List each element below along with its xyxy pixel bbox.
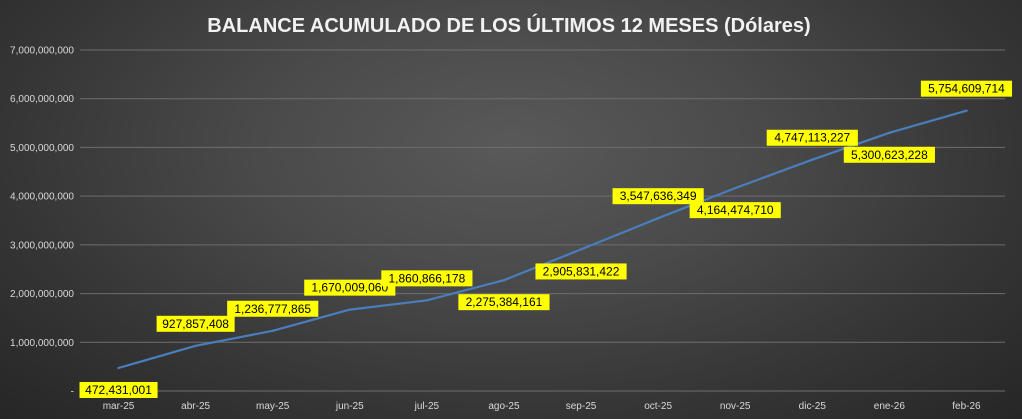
x-tick-label: dic-25 — [799, 401, 827, 412]
y-tick-label: - — [71, 387, 74, 398]
data-label-box — [612, 188, 704, 205]
data-point — [348, 308, 351, 311]
data-point — [502, 278, 506, 282]
y-tick-label: 6,000,000,000 — [10, 94, 74, 105]
x-tick-label: mar-25 — [103, 401, 135, 412]
data-point — [811, 158, 814, 161]
y-tick-label: 3,000,000,000 — [10, 240, 74, 251]
x-tick-label: jul-25 — [414, 401, 440, 412]
data-label-box — [381, 270, 473, 287]
data-point — [656, 216, 660, 220]
y-tick-label: 5,000,000,000 — [10, 143, 74, 154]
data-label: 5,754,609,714 — [920, 80, 1013, 97]
data-label-box — [156, 315, 235, 332]
data-label-box — [304, 279, 396, 296]
data-label: 4,747,113,227 — [766, 129, 858, 146]
y-axis: - 1,000,000,000 2,000,000,000 3,000,000,000… — [10, 46, 74, 398]
data-point — [965, 109, 968, 112]
data-label-box — [227, 300, 319, 317]
x-tick-label: may-25 — [256, 401, 290, 412]
data-point — [425, 299, 429, 302]
data-label-box — [535, 263, 627, 280]
data-label-box — [920, 80, 1013, 97]
x-tick-label: jun-25 — [335, 401, 364, 412]
x-tick-label: sep-25 — [566, 401, 597, 412]
x-tick-label: ene-26 — [874, 401, 906, 412]
data-label-text: 2,905,831,422 — [543, 264, 620, 278]
data-label-box — [689, 202, 781, 219]
series-line — [117, 109, 968, 370]
data-label-text: 1,860,866,178 — [389, 271, 466, 285]
data-point — [271, 329, 274, 332]
data-point — [194, 344, 197, 348]
y-tick-label: 1,000,000,000 — [10, 338, 74, 349]
data-point — [579, 248, 583, 251]
data-label: 1,860,866,178 — [381, 270, 473, 287]
data-label-box — [766, 129, 858, 146]
data-label: 1,670,009,060 — [304, 279, 396, 296]
x-tick-label: abr-25 — [181, 401, 210, 412]
data-label: 2,275,384,161 — [458, 294, 550, 311]
data-label-box — [79, 381, 158, 398]
data-labels: 472,431,001 927,857,408 1,236,777,8651,670… — [79, 80, 1013, 398]
data-label: 3,547,636,349 — [612, 188, 704, 205]
grid-layer — [80, 49, 1005, 392]
data-label: 927,857,408 — [156, 315, 235, 332]
data-label: 5,300,623,228 — [843, 146, 935, 163]
data-label-text: 4,747,113,227 — [774, 131, 850, 145]
data-label-text: 2,275,384,161 — [466, 295, 543, 309]
x-tick-label: feb-26 — [952, 401, 981, 412]
data-label: 472,431,001 — [79, 381, 158, 398]
data-label: 4,164,474,710 — [689, 202, 781, 219]
data-label-text: 927,857,408 — [162, 317, 229, 331]
x-tick-label: oct-25 — [644, 401, 672, 412]
y-tick-label: 7,000,000,000 — [10, 46, 74, 57]
x-tick-label: nov-25 — [720, 401, 751, 412]
data-label: 1,236,777,865 — [227, 300, 319, 317]
data-label-text: 1,670,009,060 — [311, 281, 388, 295]
data-label-text: 3,547,636,349 — [620, 189, 697, 203]
x-axis: mar-25 abr-25 may-25 jun-25 jul-25 ago-25 sep-… — [103, 401, 981, 412]
data-label-text: 1,236,777,865 — [234, 302, 311, 316]
data-point — [734, 186, 737, 190]
y-tick-label: 2,000,000,000 — [10, 289, 74, 300]
x-tick-label: ago-25 — [488, 401, 520, 412]
data-label-text: 472,431,001 — [85, 383, 152, 397]
data-label-text: 4,164,474,710 — [697, 203, 774, 217]
data-label-box — [458, 294, 550, 311]
data-label-text: 5,300,623,228 — [851, 148, 928, 162]
chart-title: BALANCE ACUMULADO DE LOS ÚLTIMOS 12 MESE… — [207, 13, 810, 37]
y-tick-label: 4,000,000,000 — [10, 192, 74, 203]
series-layer — [117, 109, 968, 370]
data-label-text: 5,754,609,714 — [928, 82, 1005, 96]
data-point — [117, 366, 120, 370]
data-point — [888, 131, 891, 134]
data-label: 2,905,831,422 — [535, 263, 627, 280]
data-label-box — [843, 146, 935, 163]
